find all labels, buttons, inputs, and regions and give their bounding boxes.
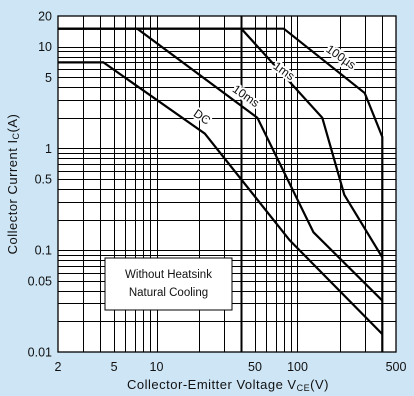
soa-curve-dc: [58, 61, 384, 335]
y-axis-title-subscript: C: [11, 132, 21, 139]
x-axis-title-text: Collector-Emitter Voltage V: [127, 377, 297, 392]
soa-curve-1ms: [58, 27, 384, 258]
annotation-line-cooling: Natural Cooling: [129, 287, 208, 299]
x-tick-label: 100: [287, 360, 308, 374]
y-tick-label: 0.5: [35, 173, 52, 187]
y-tick-label: 5: [45, 71, 52, 85]
y-tick-label: 0.05: [28, 274, 52, 288]
x-tick-label: 2: [55, 360, 62, 374]
annotation: Without Heatsink Natural Cooling: [104, 257, 233, 311]
y-tick-label: 1: [45, 142, 52, 156]
y-tick-label: 10: [38, 40, 52, 54]
y-tick-label: 0.1: [35, 244, 52, 258]
x-tick-label: 10: [150, 360, 164, 374]
y-tick-label: 20: [38, 10, 52, 24]
soa-curves: [58, 27, 384, 352]
y-axis-title-text: Collector Current I: [5, 139, 20, 254]
y-tick-label: 0.01: [28, 346, 52, 360]
annotation-line-heatsink: Without Heatsink: [125, 269, 212, 281]
y-tick-labels: 20 10 5 1 0.5 0.1 0.05 0.01: [28, 10, 52, 360]
soa-curve-10ms: [58, 27, 384, 302]
annotation-box: [104, 257, 233, 311]
x-tick-label: 500: [386, 360, 407, 374]
x-tick-labels: 2 5 10 50 100 500: [55, 360, 407, 374]
x-axis-title-subscript: CE: [297, 383, 311, 393]
plot-frame: [57, 15, 397, 353]
x-axis-title: Collector-Emitter Voltage VCE(V): [127, 377, 329, 393]
y-axis-title-unit: (A): [5, 114, 20, 133]
x-axis-title-unit: (V): [310, 377, 329, 392]
x-tick-label: 5: [111, 360, 118, 374]
y-axis-title: Collector Current IC(A): [5, 114, 21, 255]
x-tick-label: 50: [248, 360, 262, 374]
